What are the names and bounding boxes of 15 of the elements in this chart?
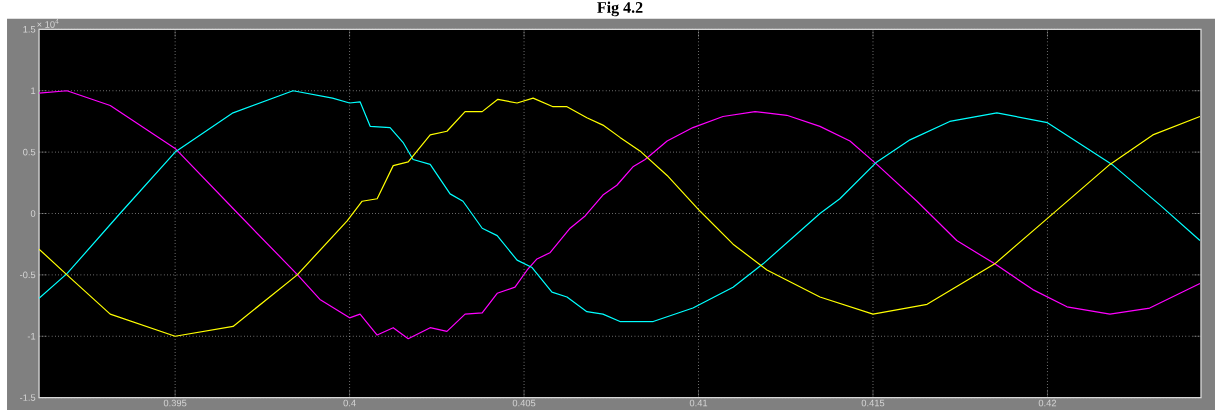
y-tick-label: 1 (31, 87, 36, 94)
x-tick-label: 0.405 (512, 399, 536, 407)
chart-title: Fig 4.2 (597, 1, 643, 17)
text: × 10$^{4}$ (37, 18, 59, 28)
y-tick-label: -0.5 (19, 271, 36, 279)
x-tick-label: 0.42 (1038, 399, 1057, 407)
x-tick-label: 0.4 (343, 399, 356, 407)
x-tick-label: 0.395 (163, 399, 187, 407)
y-tick-label: 0 (30, 210, 36, 217)
y-tick-label: 0.5 (23, 148, 36, 156)
y-tick-label: -1 (27, 332, 36, 340)
y-tick-label: -1.5 (19, 394, 36, 401)
y-tick-label: 1.5 (23, 25, 36, 33)
x-tick-label: 0.415 (861, 399, 885, 407)
x-tick-label: 0.41 (689, 399, 708, 407)
